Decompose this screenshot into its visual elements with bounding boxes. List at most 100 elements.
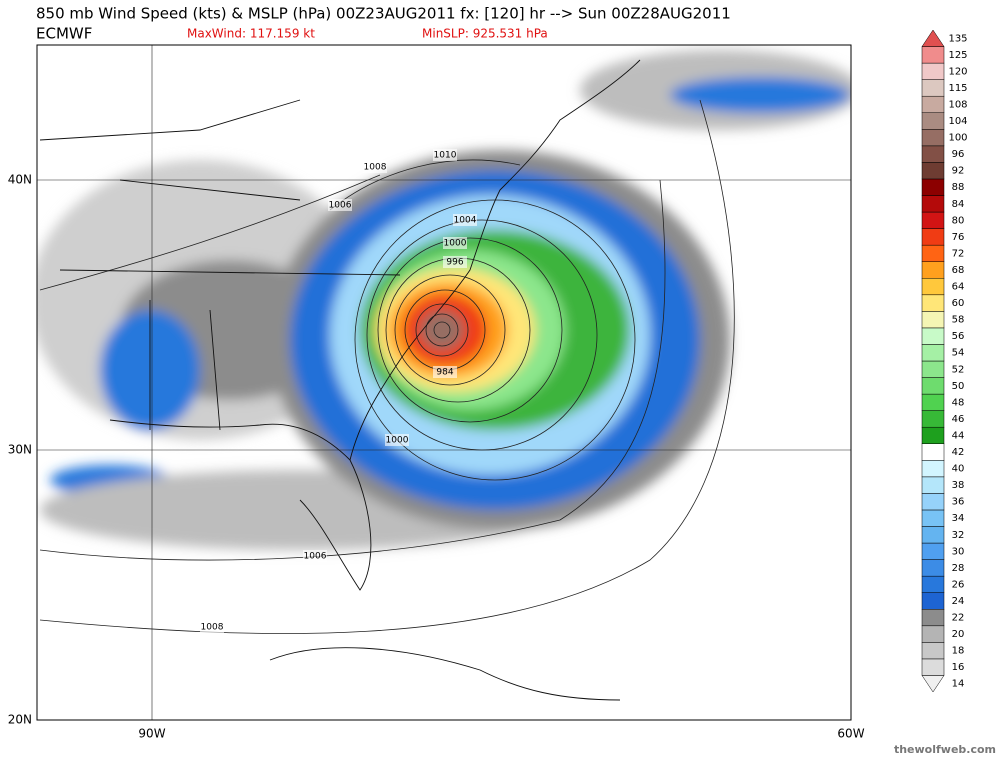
- watermark: thewolfweb.com: [894, 743, 996, 756]
- map-area: 1010 1008 1006 1004 1000 996 984 1000 1006 1008: [37, 45, 851, 720]
- colorbar-swatch: [921, 526, 945, 544]
- colorbar-swatch: [921, 542, 945, 560]
- colorbar-swatch: [921, 410, 945, 428]
- colorbar-swatch: [921, 344, 945, 362]
- colorbar-label: 44: [952, 430, 965, 441]
- colorbar-label: 52: [952, 364, 965, 375]
- colorbar-swatch: [921, 642, 945, 660]
- isobar-label-bg: [363, 161, 387, 173]
- colorbar-swatch: [921, 79, 945, 97]
- isobar-label: 1008: [364, 163, 387, 173]
- lat-label: 30N: [8, 443, 32, 457]
- colorbar-label: 72: [952, 248, 965, 259]
- colorbar-label: 24: [952, 596, 965, 607]
- colorbar-label: 30: [952, 546, 965, 557]
- isobar-label: 984: [436, 368, 453, 378]
- colorbar-swatch: [921, 393, 945, 411]
- colorbar-swatch: [921, 112, 945, 130]
- colorbar-label: 18: [952, 646, 965, 657]
- colorbar-label: 135: [948, 33, 967, 44]
- colorbar-swatch: [921, 311, 945, 329]
- colorbar-label: 108: [948, 99, 967, 110]
- colorbar-label: 34: [952, 513, 965, 524]
- colorbar-swatch: [921, 377, 945, 395]
- colorbar-label: 46: [952, 414, 965, 425]
- colorbar-swatch: [921, 62, 945, 80]
- colorbar-swatch: [921, 278, 945, 296]
- colorbar-swatch: [921, 228, 945, 246]
- max-wind: MaxWind: 117.159 kt: [187, 27, 315, 41]
- isobar-label-bg: [385, 434, 409, 446]
- colorbar-swatch: [921, 476, 945, 494]
- model-name: ECMWF: [36, 25, 92, 43]
- isobar-labels: 1010 1008 1006 1004 1000 996 984 1000 1006 1008: [200, 149, 477, 633]
- isobar-label-bg: [303, 550, 327, 562]
- colorbar-label: 32: [952, 530, 965, 541]
- colorbar-label: 16: [952, 662, 965, 673]
- colorbar-label: 26: [952, 579, 965, 590]
- colorbar-swatch: [921, 609, 945, 627]
- colorbar: 14 16 18 20 22 24 26 28 30 32 34 36 38 40 42 44 46 48 50 52…: [921, 29, 968, 693]
- colorbar-label: 54: [952, 348, 965, 359]
- isobar-label: 1004: [454, 216, 477, 226]
- colorbar-swatch: [921, 145, 945, 163]
- wind-field: [37, 50, 851, 550]
- colorbar-swatch: [921, 46, 945, 64]
- isobar-label-bg: [443, 237, 467, 249]
- colorbar-label: 125: [948, 50, 967, 61]
- isobar-label-bg: [328, 199, 352, 211]
- colorbar-label: 92: [952, 166, 965, 177]
- isobar-label-bg: [433, 149, 457, 161]
- colorbar-label: 76: [952, 232, 965, 243]
- isobar-label-bg: [443, 256, 467, 268]
- colorbar-swatch: [921, 195, 945, 213]
- colorbar-label: 40: [952, 464, 965, 475]
- colorbar-swatch: [921, 592, 945, 610]
- isobar-label-bg: [453, 214, 477, 226]
- map-frame: [36, 44, 852, 721]
- min-slp: MinSLP: 925.531 hPa: [422, 27, 548, 41]
- colorbar-swatch: [921, 327, 945, 345]
- colorbar-swatch: [921, 625, 945, 643]
- colorbar-swatch: [921, 95, 945, 113]
- isobar-label: 1008: [201, 623, 224, 633]
- colorbar-label: 100: [948, 133, 967, 144]
- colorbar-swatch: [921, 294, 945, 312]
- colorbar-swatch: [921, 178, 945, 196]
- colorbar-label: 28: [952, 563, 965, 574]
- colorbar-swatch: [921, 575, 945, 593]
- colorbar-label: 50: [952, 381, 965, 392]
- colorbar-label: 84: [952, 199, 965, 210]
- colorbar-label: 120: [948, 66, 967, 77]
- lat-label: 40N: [8, 173, 32, 187]
- isobar-label-bg: [433, 366, 457, 378]
- lon-label: 60W: [837, 727, 864, 741]
- colorbar-label: 96: [952, 149, 965, 160]
- colorbar-swatch: [921, 658, 945, 676]
- colorbar-swatch: [921, 244, 945, 262]
- colorbar-label: 80: [952, 215, 965, 226]
- colorbar-label: 115: [948, 83, 967, 94]
- isobar-label: 1006: [329, 201, 352, 211]
- colorbar-swatch: [921, 29, 945, 47]
- colorbar-swatch: [921, 211, 945, 229]
- colorbar-label: 60: [952, 298, 965, 309]
- colorbar-swatch: [921, 559, 945, 577]
- colorbar-swatch: [921, 261, 945, 279]
- colorbar-label: 64: [952, 282, 965, 293]
- colorbar-label: 20: [952, 629, 965, 640]
- colorbar-label: 14: [952, 679, 965, 690]
- graticule: [37, 45, 851, 720]
- colorbar-label: 48: [952, 397, 965, 408]
- colorbar-label: 88: [952, 182, 965, 193]
- colorbar-label: 56: [952, 331, 965, 342]
- colorbar-label: 36: [952, 497, 965, 508]
- isobar-label: 1000: [386, 436, 409, 446]
- isobar-label-bg: [200, 621, 224, 633]
- colorbar-swatch: [921, 460, 945, 478]
- colorbar-swatch: [921, 162, 945, 180]
- colorbar-swatch: [921, 426, 945, 445]
- lat-label: 20N: [8, 713, 32, 727]
- isobar-label: 1006: [304, 552, 327, 562]
